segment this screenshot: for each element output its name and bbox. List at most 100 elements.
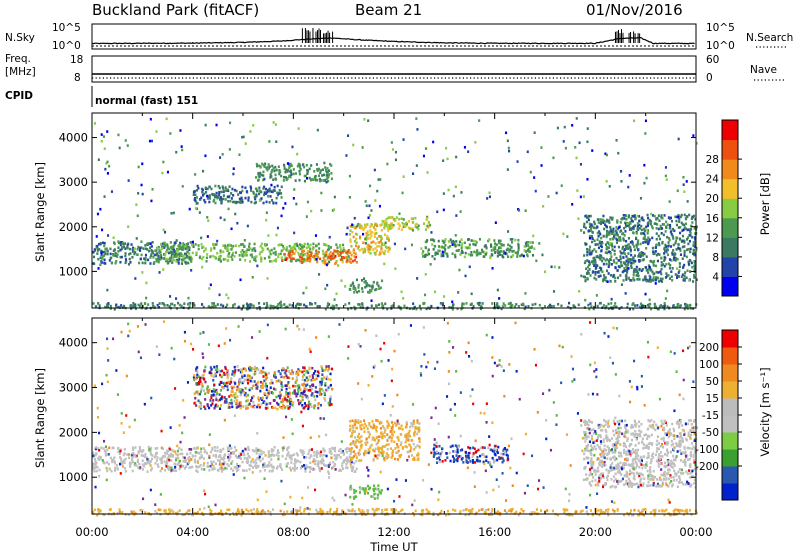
data-cell — [341, 464, 344, 468]
data-cell — [540, 164, 543, 167]
data-cell — [605, 305, 608, 308]
data-cell — [463, 146, 466, 149]
data-cell — [664, 230, 667, 233]
data-cell — [650, 220, 653, 223]
data-cell — [375, 425, 378, 429]
data-cell — [414, 223, 417, 227]
data-cell — [610, 263, 613, 266]
data-cell — [626, 246, 629, 249]
data-cell — [201, 374, 204, 378]
data-cell — [605, 220, 608, 223]
data-cell — [643, 163, 646, 167]
data-cell — [224, 186, 227, 189]
data-cell — [393, 440, 396, 444]
data-cell — [206, 197, 209, 200]
data-cell — [327, 386, 330, 389]
data-cell — [638, 227, 641, 230]
data-cell — [358, 249, 361, 252]
data-cell — [273, 374, 276, 378]
data-cell — [320, 209, 323, 212]
data-cell — [163, 243, 166, 246]
data-cell — [404, 440, 407, 444]
data-cell — [509, 305, 512, 309]
data-cell — [387, 436, 390, 440]
data-cell — [367, 283, 370, 287]
data-cell — [596, 271, 599, 274]
data-cell — [379, 239, 382, 243]
data-cell — [381, 250, 384, 254]
data-cell — [352, 287, 355, 290]
data-cell — [622, 251, 625, 255]
data-cell — [435, 450, 438, 454]
data-cell — [277, 370, 280, 373]
data-cell — [110, 261, 113, 265]
data-cell — [208, 371, 211, 375]
data-cell — [314, 459, 317, 462]
data-cell — [644, 119, 647, 123]
data-cell — [384, 428, 387, 432]
data-cell — [175, 452, 178, 456]
data-cell — [254, 196, 257, 199]
data-cell — [254, 197, 257, 201]
data-cell — [351, 225, 354, 228]
data-cell — [608, 233, 611, 236]
data-cell — [594, 264, 597, 267]
data-cell — [681, 239, 684, 243]
freq-strip — [91, 55, 697, 83]
data-cell — [132, 448, 135, 451]
data-cell — [208, 388, 211, 392]
data-cell — [285, 246, 288, 249]
data-cell — [229, 393, 232, 397]
data-cell — [278, 396, 281, 400]
data-cell — [308, 167, 311, 171]
data-cell — [642, 219, 645, 222]
data-cell — [279, 372, 282, 375]
data-cell — [158, 251, 161, 254]
data-cell — [376, 224, 379, 228]
data-cell — [378, 204, 381, 208]
data-cell — [500, 307, 503, 311]
data-cell — [620, 261, 623, 264]
data-cell — [383, 223, 386, 226]
data-cell — [342, 243, 345, 247]
data-cell — [169, 448, 172, 452]
data-cell — [352, 440, 355, 443]
data-cell — [233, 399, 236, 403]
data-cell — [299, 247, 302, 251]
data-cell — [229, 121, 232, 125]
data-cell — [136, 458, 139, 462]
data-cell — [517, 246, 520, 250]
data-cell — [276, 193, 279, 197]
data-cell — [454, 234, 457, 237]
data-cell — [509, 248, 512, 252]
data-cell — [226, 188, 229, 192]
data-cell — [262, 163, 265, 167]
data-cell — [432, 248, 435, 251]
data-cell — [589, 225, 592, 229]
data-cell — [381, 432, 384, 436]
data-cell — [156, 303, 159, 307]
data-cell — [597, 218, 600, 221]
data-cell — [357, 451, 360, 455]
data-cell — [653, 222, 656, 225]
data-cell — [299, 258, 302, 262]
data-cell — [647, 271, 650, 274]
data-cell — [494, 444, 497, 448]
data-cell — [324, 253, 327, 256]
data-cell — [203, 192, 206, 196]
data-cell — [649, 259, 652, 263]
data-cell — [327, 365, 330, 368]
data-cell — [333, 195, 336, 199]
data-cell — [349, 284, 352, 287]
data-cell — [322, 256, 325, 260]
data-cell — [243, 393, 246, 397]
data-cell — [337, 254, 340, 257]
data-cell — [298, 172, 301, 176]
data-cell — [299, 466, 302, 470]
data-cell — [430, 304, 433, 308]
data-cell — [390, 224, 393, 228]
data-cell — [368, 284, 371, 288]
data-cell — [666, 253, 669, 257]
data-cell — [132, 460, 135, 464]
data-cell — [277, 403, 280, 406]
